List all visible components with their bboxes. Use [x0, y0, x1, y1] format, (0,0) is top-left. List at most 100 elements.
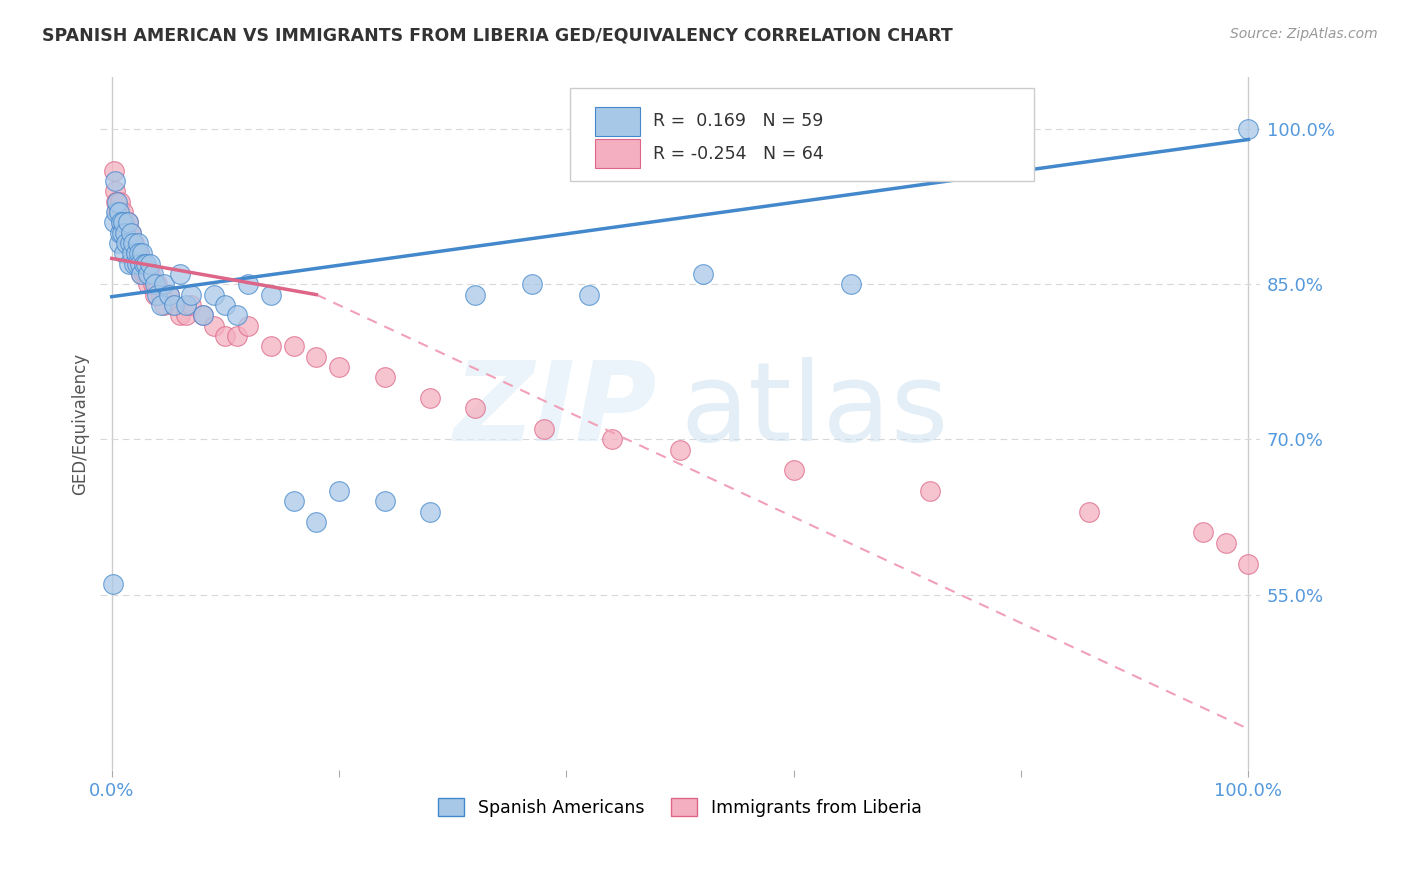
Point	[533, 422, 555, 436]
Point	[114, 226, 136, 240]
Point	[122, 246, 145, 260]
Point	[142, 277, 165, 292]
Point	[110, 215, 132, 229]
Text: atlas: atlas	[681, 357, 949, 464]
Point	[136, 267, 159, 281]
Point	[669, 442, 692, 457]
Point	[260, 339, 283, 353]
Y-axis label: GED/Equivalency: GED/Equivalency	[72, 353, 89, 495]
Point	[118, 235, 141, 250]
Point	[163, 298, 186, 312]
Point	[149, 298, 172, 312]
Point	[118, 257, 141, 271]
Point	[157, 287, 180, 301]
Point	[110, 215, 132, 229]
Point	[920, 484, 942, 499]
Point	[839, 277, 862, 292]
Point	[163, 298, 186, 312]
Point	[118, 235, 141, 250]
Point	[180, 298, 202, 312]
Point	[236, 277, 259, 292]
Point	[107, 194, 129, 209]
Point	[225, 308, 247, 322]
Point	[108, 194, 131, 209]
Point	[129, 257, 152, 271]
Point	[107, 205, 129, 219]
Point	[118, 226, 141, 240]
Point	[464, 401, 486, 416]
Point	[115, 226, 138, 240]
Point	[283, 339, 305, 353]
Point	[191, 308, 214, 322]
Text: R = -0.254   N = 64: R = -0.254 N = 64	[654, 145, 824, 162]
Point	[578, 287, 600, 301]
Point	[128, 246, 150, 260]
FancyBboxPatch shape	[596, 106, 640, 136]
Point	[125, 246, 148, 260]
Point	[146, 287, 169, 301]
Point	[191, 308, 214, 322]
Point	[104, 184, 127, 198]
Point	[139, 267, 162, 281]
Text: ZIP: ZIP	[453, 357, 657, 464]
Point	[127, 257, 149, 271]
Point	[1192, 525, 1215, 540]
Point	[125, 257, 148, 271]
Point	[124, 246, 146, 260]
Point	[146, 277, 169, 292]
Point	[139, 257, 162, 271]
Point	[129, 257, 152, 271]
Point	[112, 205, 135, 219]
Point	[107, 205, 129, 219]
Point	[105, 194, 128, 209]
Point	[202, 287, 225, 301]
Point	[305, 350, 328, 364]
Point	[1215, 536, 1237, 550]
Point	[153, 298, 176, 312]
Point	[1078, 505, 1101, 519]
Point	[124, 246, 146, 260]
Point	[153, 277, 176, 292]
Point	[328, 484, 350, 499]
Point	[174, 308, 197, 322]
Point	[464, 287, 486, 301]
Point	[135, 267, 157, 281]
Point	[236, 318, 259, 333]
Point	[120, 226, 142, 240]
Point	[419, 391, 441, 405]
Point	[600, 433, 623, 447]
Point	[135, 257, 157, 271]
Point	[112, 246, 135, 260]
Point	[107, 235, 129, 250]
Point	[124, 235, 146, 250]
Point	[131, 257, 153, 271]
Point	[692, 267, 714, 281]
Point	[305, 515, 328, 529]
FancyBboxPatch shape	[569, 87, 1033, 181]
Point	[283, 494, 305, 508]
Point	[373, 494, 395, 508]
Point	[111, 215, 134, 229]
Point	[169, 267, 191, 281]
Point	[114, 215, 136, 229]
Point	[1237, 557, 1260, 571]
Point	[120, 226, 142, 240]
Point	[122, 235, 145, 250]
Point	[132, 267, 155, 281]
Point	[419, 505, 441, 519]
Point	[157, 287, 180, 301]
Point	[103, 215, 125, 229]
Point	[127, 235, 149, 250]
Point	[115, 235, 138, 250]
Point	[117, 215, 139, 229]
Point	[522, 277, 544, 292]
Point	[225, 329, 247, 343]
Point	[131, 246, 153, 260]
Point	[107, 205, 129, 219]
Point	[214, 329, 236, 343]
Point	[202, 318, 225, 333]
Point	[260, 287, 283, 301]
Point	[111, 226, 134, 240]
Point	[143, 287, 166, 301]
Point	[214, 298, 236, 312]
